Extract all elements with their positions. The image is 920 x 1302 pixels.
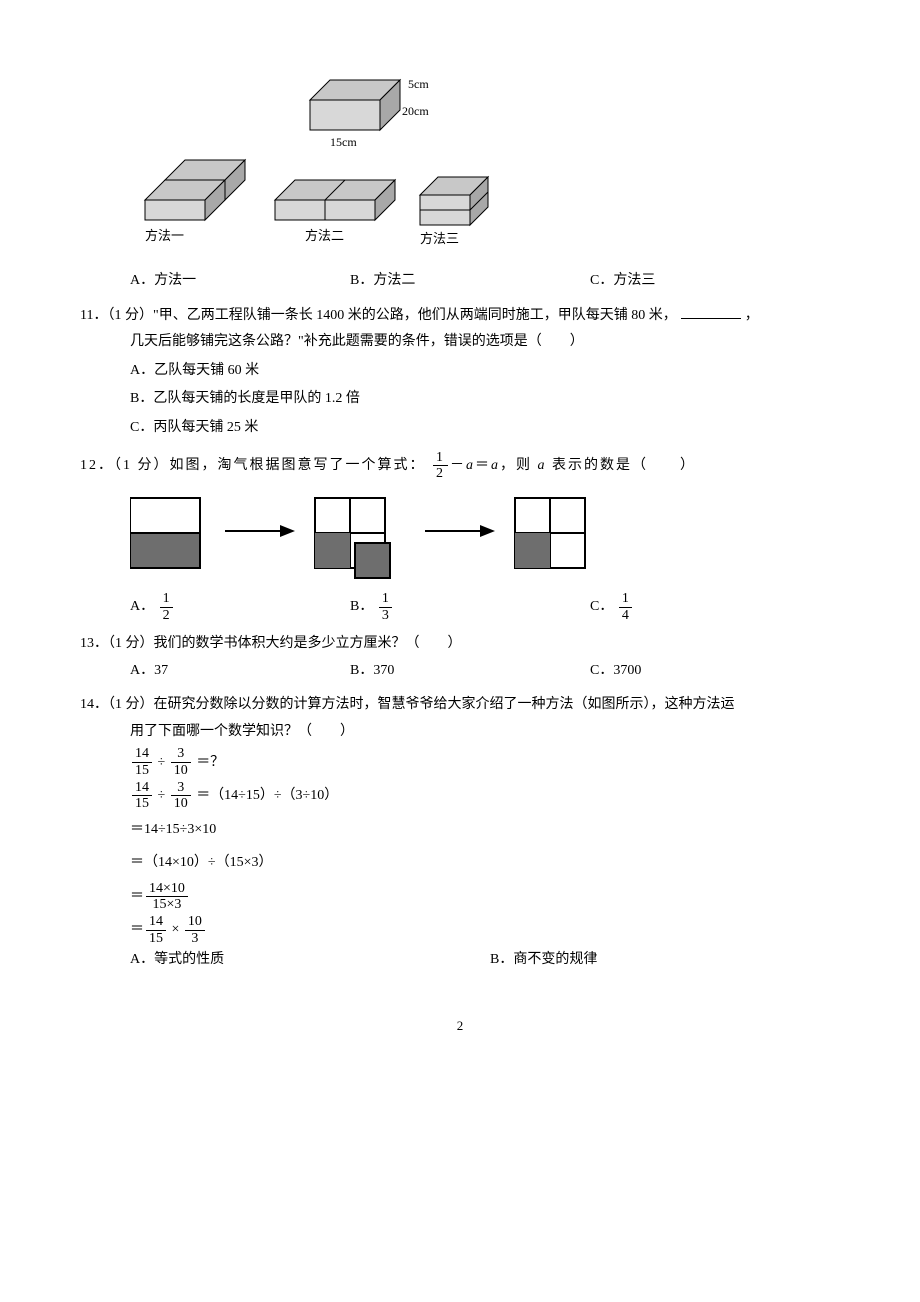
n: 14 [132, 746, 152, 762]
q14-w6-f1: 1415 [146, 914, 166, 946]
q14-w1-f1: 1415 [132, 746, 152, 778]
page-number: 2 [80, 1014, 840, 1039]
q12-optB-frac: 1 3 [379, 591, 392, 623]
q14-w1-f2: 310 [171, 746, 191, 778]
svg-text:方法三: 方法三 [420, 231, 459, 246]
q12-figure [130, 493, 840, 583]
n: 14 [146, 914, 166, 930]
q12-optA: A． 1 2 [130, 591, 350, 623]
q11-optB: B．乙队每天铺的长度是甲队的 1.2 倍 [130, 386, 840, 413]
svg-text:方法二: 方法二 [305, 228, 344, 243]
q14-options: A．等式的性质 B．商不变的规律 [130, 947, 840, 974]
q11-blank [681, 318, 741, 319]
q11-optC: C．丙队每天铺 25 米 [130, 415, 840, 442]
q12-frac-den: 2 [433, 466, 448, 481]
q12-optC-num: 1 [619, 591, 632, 607]
q11: 11．（1 分）"甲、乙两工程队铺一条长 1400 米的公路，他们从两端同时施工… [80, 303, 840, 442]
q12-optA-frac: 1 2 [160, 591, 173, 623]
q14-w4: ＝（14×10）÷（15×3） [130, 846, 840, 880]
q12-var3: a [538, 458, 547, 473]
q12-tail: 表示的数是（ ） [547, 458, 697, 473]
q12-optA-prefix: A． [130, 599, 154, 614]
q13: 13．（1 分）我们的数学书体积大约是多少立方厘米？（ ） A．37 B．370… [80, 631, 840, 684]
q12-eq: ＝ [475, 458, 491, 473]
q14-w2-tail: ＝（14÷15）÷（3÷10） [196, 788, 338, 803]
q12-frac: 1 2 [433, 450, 448, 482]
svg-text:15cm: 15cm [330, 135, 357, 149]
q12-optC-prefix: C． [590, 599, 613, 614]
svg-text:方法一: 方法一 [145, 228, 184, 243]
d: 15×3 [146, 897, 188, 912]
q13-optB: B．370 [350, 658, 590, 685]
d: 10 [171, 796, 191, 811]
q13-optA: A．37 [130, 658, 350, 685]
q12-diagram [130, 493, 630, 583]
d: 15 [132, 796, 152, 811]
q10-optC: C．方法三 [590, 268, 790, 295]
q13-options: A．37 B．370 C．3700 [130, 658, 840, 685]
q12-frac-num: 1 [433, 450, 448, 466]
n: 3 [171, 780, 191, 796]
q14-w3: ＝14÷15÷3×10 [130, 813, 840, 847]
q11-optA: A．乙队每天铺 60 米 [130, 358, 840, 385]
d: 15 [146, 931, 166, 946]
svg-text:20cm: 20cm [402, 104, 429, 118]
q12-optB-num: 1 [379, 591, 392, 607]
q14-optA: A．等式的性质 [130, 947, 490, 974]
q12-stem-a: 12．（1 分）如图，淘气根据图意写了一个算式： [80, 458, 426, 473]
q12-var1: a [466, 458, 475, 473]
svg-text:5cm: 5cm [408, 77, 429, 91]
q11-stem: 11．（1 分）"甲、乙两工程队铺一条长 1400 米的公路，他们从两端同时施工… [80, 303, 840, 330]
q12-optB: B． 1 3 [350, 591, 590, 623]
q14-stem1: 14．（1 分）在研究分数除以分数的计算方法时，智慧爷爷给大家介绍了一种方法（如… [80, 692, 840, 719]
methods-diagram: 5cm 20cm 15cm 方法一 方法二 [130, 60, 490, 260]
n: 3 [171, 746, 191, 762]
d: 10 [171, 763, 191, 778]
n: 14×10 [146, 881, 188, 897]
n: 14 [132, 780, 152, 796]
q12-var2: a [491, 458, 500, 473]
q12-minus: － [450, 458, 466, 473]
q13-stem: 13．（1 分）我们的数学书体积大约是多少立方厘米？（ ） [80, 631, 840, 658]
q14: 14．（1 分）在研究分数除以分数的计算方法时，智慧爷爷给大家介绍了一种方法（如… [80, 692, 840, 973]
q14-w6: ＝1415 × 103 [130, 913, 840, 947]
q13-optC: C．3700 [590, 658, 790, 685]
d: 15 [132, 763, 152, 778]
q10-optB: B．方法二 [350, 268, 590, 295]
q11-stem-1: 11．（1 分）"甲、乙两工程队铺一条长 1400 米的公路，他们从两端同时施工… [80, 308, 677, 323]
q14-w5: ＝14×1015×3 [130, 880, 840, 914]
q14-w2-f2: 310 [171, 780, 191, 812]
q11-stem-2: ， [745, 308, 759, 323]
q12-stem: 12．（1 分）如图，淘气根据图意写了一个算式： 1 2 －a＝a，则 a 表示… [80, 450, 840, 482]
q14-w6-f2: 103 [185, 914, 205, 946]
q12-optA-den: 2 [160, 608, 173, 623]
q12-optC-frac: 1 4 [619, 591, 632, 623]
d: 3 [185, 931, 205, 946]
q14-w5-frac: 14×1015×3 [146, 881, 188, 913]
q10-optA: A．方法一 [130, 268, 350, 295]
q14-w2: 1415 ÷ 310 ＝（14÷15）÷（3÷10） [130, 779, 840, 813]
q12-options: A． 1 2 B． 1 3 C． 1 4 [130, 591, 840, 623]
q14-optB: B．商不变的规律 [490, 947, 597, 974]
q12-optB-den: 3 [379, 608, 392, 623]
q14-w1: 1415 ÷ 310 ＝？ [130, 746, 840, 780]
q12-optC-den: 4 [619, 608, 632, 623]
q12-optB-prefix: B． [350, 599, 373, 614]
q14-work: 1415 ÷ 310 ＝？ 1415 ÷ 310 ＝（14÷15）÷（3÷10）… [130, 746, 840, 948]
q11-stem-3: 几天后能够铺完这条公路？"补充此题需要的条件，错误的选项是（ ） [130, 329, 840, 356]
q10-options: A．方法一 B．方法二 C．方法三 [130, 268, 840, 295]
q14-w2-f1: 1415 [132, 780, 152, 812]
q12-optA-num: 1 [160, 591, 173, 607]
n: 10 [185, 914, 205, 930]
q14-w1-tail: ＝？ [196, 755, 224, 770]
q12-optC: C． 1 4 [590, 591, 790, 623]
q12-then: ，则 [500, 458, 538, 473]
q10-figure: 5cm 20cm 15cm 方法一 方法二 [130, 60, 840, 260]
q12: 12．（1 分）如图，淘气根据图意写了一个算式： 1 2 －a＝a，则 a 表示… [80, 450, 840, 624]
q14-stem2: 用了下面哪一个数学知识？（ ） [130, 719, 840, 746]
